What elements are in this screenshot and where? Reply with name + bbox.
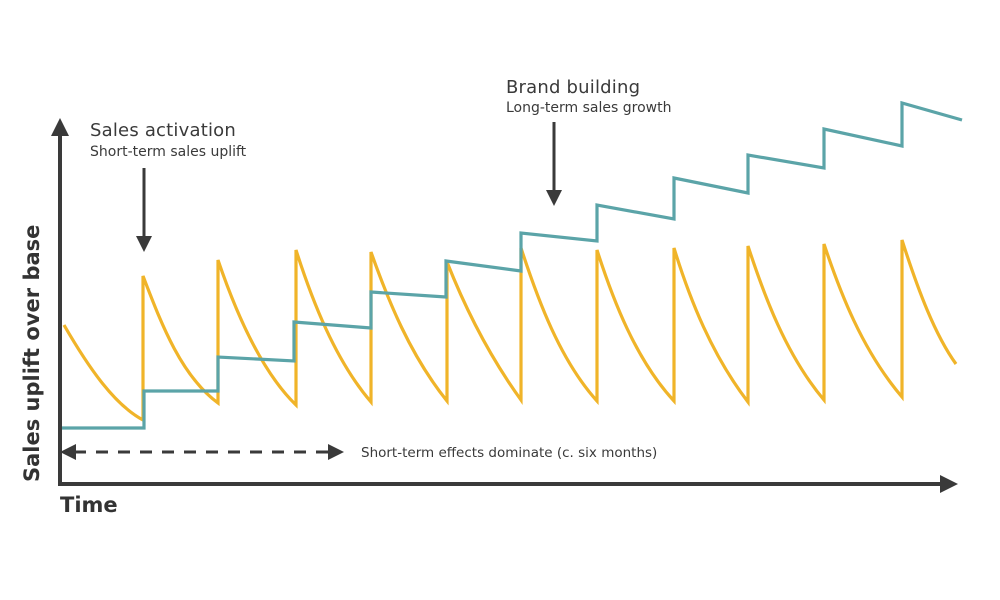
y-axis-label: Sales uplift over base	[20, 224, 44, 482]
sales-activation-subtitle: Short-term sales uplift	[90, 144, 247, 160]
sales-activation-line	[62, 239, 958, 423]
brand-building-title: Brand building	[506, 77, 641, 98]
down-arrow-icon	[136, 236, 152, 252]
x-axis-label: Time	[60, 493, 118, 517]
brand-building-line	[62, 100, 963, 430]
x-axis-arrow-icon	[940, 475, 958, 493]
right-arrow-icon	[328, 444, 344, 460]
y-axis-arrow-icon	[51, 118, 69, 136]
brand-building-subtitle: Long-term sales growth	[506, 100, 672, 116]
short-term-note: Short-term effects dominate (c. six mont…	[361, 445, 658, 461]
down-arrow-icon	[546, 190, 562, 206]
left-arrow-icon	[60, 444, 76, 460]
sales-activation-title: Sales activation	[90, 120, 236, 141]
